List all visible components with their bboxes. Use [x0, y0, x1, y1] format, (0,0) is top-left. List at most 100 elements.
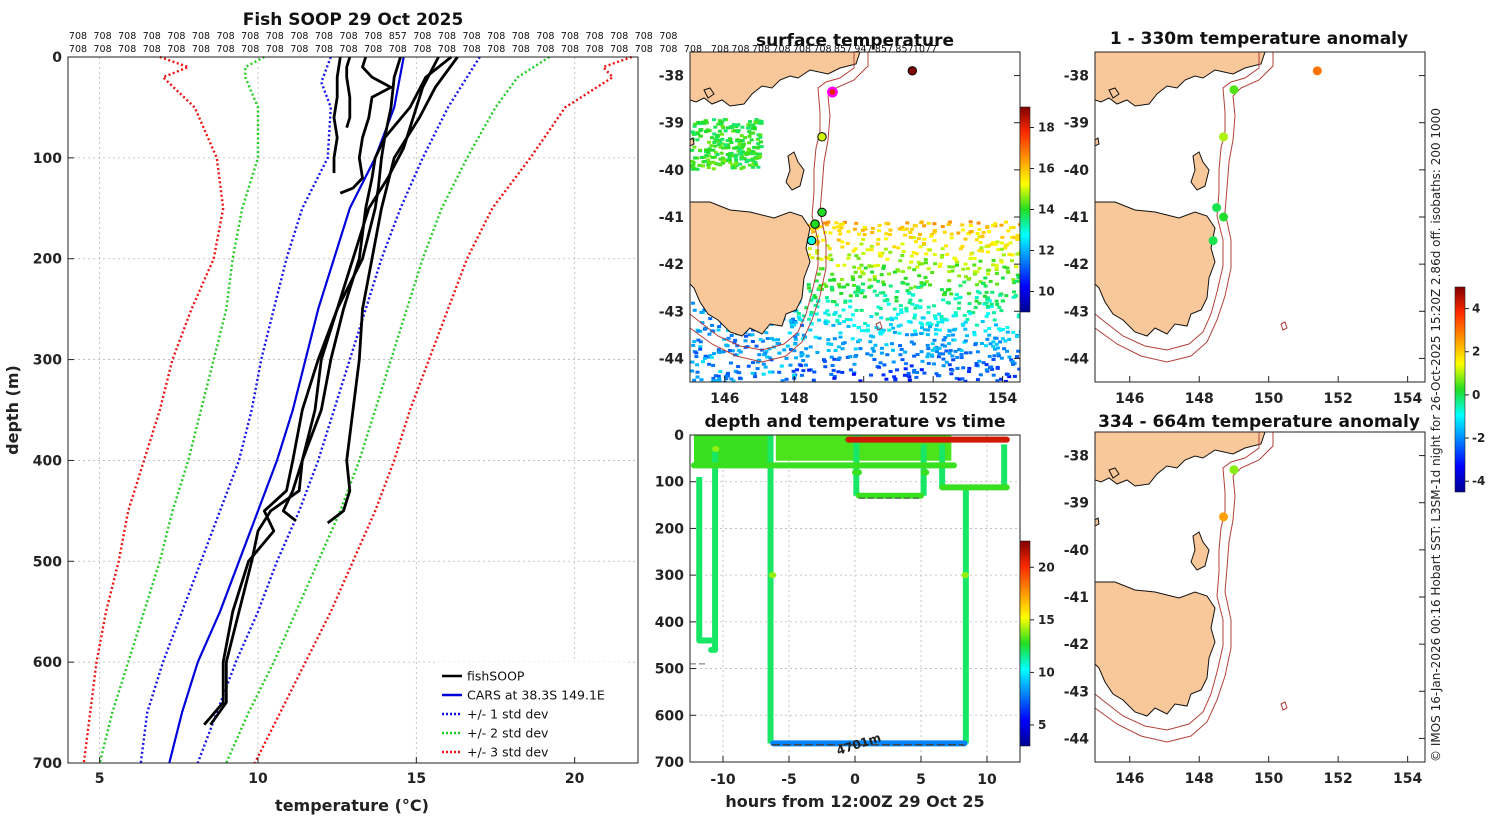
sst-pixel [960, 244, 965, 248]
sst-pixel [792, 349, 797, 353]
sst-pixel [690, 360, 695, 364]
sst-pixel [702, 356, 707, 360]
sst-pixel [750, 158, 755, 162]
sst-pixel [715, 153, 720, 156]
sst-pixel [987, 333, 992, 337]
sst-pixel [941, 338, 946, 342]
sst-pixel [691, 301, 695, 305]
sst-pixel [737, 146, 742, 150]
sst-pixel [891, 326, 896, 330]
sst-pixel [863, 266, 868, 270]
sst-pixel [955, 355, 960, 359]
cast-id-label: 708 [561, 31, 579, 42]
sst-pixel [832, 375, 837, 378]
sst-pixel [923, 261, 928, 265]
colorbar-label: 15 [1038, 613, 1055, 627]
sst-pixel [711, 167, 716, 171]
sst-pixel [916, 237, 921, 241]
sst-pixel [756, 358, 761, 362]
sst-pixel [946, 223, 951, 226]
sst-pixel [967, 370, 971, 373]
sst-pixel [906, 319, 911, 323]
sst-pixel [821, 238, 826, 242]
sst-pixel [808, 289, 813, 293]
depth-time-series [690, 435, 1010, 747]
sst-top-label: 708 [793, 44, 811, 55]
sst-pixel [988, 342, 993, 346]
sst-pixel [832, 312, 837, 316]
y-tick-label: -43 [659, 304, 684, 320]
y-tick-label: -42 [1064, 257, 1089, 273]
sst-pixel [841, 308, 846, 312]
sst-pixel [712, 118, 716, 122]
sst-pixel [750, 371, 755, 375]
sst-pixel [1005, 349, 1009, 353]
sst-pixel [993, 347, 997, 351]
cast-id-label: 708 [167, 44, 185, 55]
sst-pixel [841, 222, 845, 226]
sst-pixel [985, 225, 990, 229]
sst-pixel [837, 282, 841, 286]
cast-id-label: 708 [192, 44, 210, 55]
sst-pixel [908, 286, 913, 290]
sst-pixel [780, 379, 785, 382]
sst-pixel [950, 269, 955, 273]
sst-pixel [920, 326, 924, 330]
sst-pixel [862, 233, 867, 236]
sst-pixel [872, 275, 877, 279]
sst-pixel [984, 245, 989, 249]
sst-pixel [713, 125, 718, 129]
sst-pixel [707, 154, 712, 158]
sst-pixel [996, 248, 1001, 251]
sst-pixel [980, 234, 985, 238]
sst-pixel [777, 370, 782, 374]
sst-pixel [934, 332, 939, 336]
sst-pixel [729, 377, 734, 381]
sst-pixel [698, 148, 702, 152]
sst-pixel [890, 318, 894, 322]
sst-pixel [701, 164, 705, 168]
sst-pixel [692, 308, 697, 312]
sst-pixel [983, 276, 988, 280]
sst-pixel [738, 350, 743, 354]
sst-pixel [807, 317, 811, 321]
sst-pixel [939, 315, 944, 318]
sst-pixel [940, 253, 945, 257]
sst-pixel [726, 126, 730, 130]
sst-pixel [902, 373, 907, 377]
series-line--1-std-dev [139, 56, 332, 764]
sst-pixel [845, 283, 850, 287]
sst-pixel [698, 134, 703, 138]
cast-id-label: 708 [487, 31, 505, 42]
sst-pixel [972, 257, 977, 260]
sst-pixel [720, 132, 724, 136]
sst-pixel [994, 266, 999, 270]
sst-pixel [695, 375, 700, 379]
sst-pixel [905, 374, 910, 378]
sst-pixel [974, 299, 979, 303]
y-tick-label: 200 [33, 252, 62, 268]
sst-pixel [998, 328, 1003, 332]
sst-pixel [952, 256, 957, 260]
sst-pixel [885, 298, 890, 301]
sst-top-label: 708 [731, 44, 749, 55]
sst-pixel [720, 350, 725, 354]
sst-pixel [757, 353, 762, 357]
sst-pixel [984, 314, 989, 318]
sst-pixel [869, 244, 874, 248]
sst-pixel [708, 317, 713, 321]
sst-pixel [776, 338, 780, 342]
sst-pixel [747, 163, 752, 167]
sst-pixel [1000, 337, 1005, 341]
sst-pixel [974, 238, 979, 242]
sst-pixel [702, 159, 707, 163]
sst-pixel [760, 339, 765, 343]
sst-pixel [770, 337, 774, 341]
sst-pixel [818, 225, 823, 229]
sst-pixel [974, 362, 979, 365]
sst-pixel [726, 143, 731, 147]
sst-pixel [959, 356, 964, 360]
sst-pixel [731, 123, 736, 126]
sst-pixel [961, 267, 966, 271]
